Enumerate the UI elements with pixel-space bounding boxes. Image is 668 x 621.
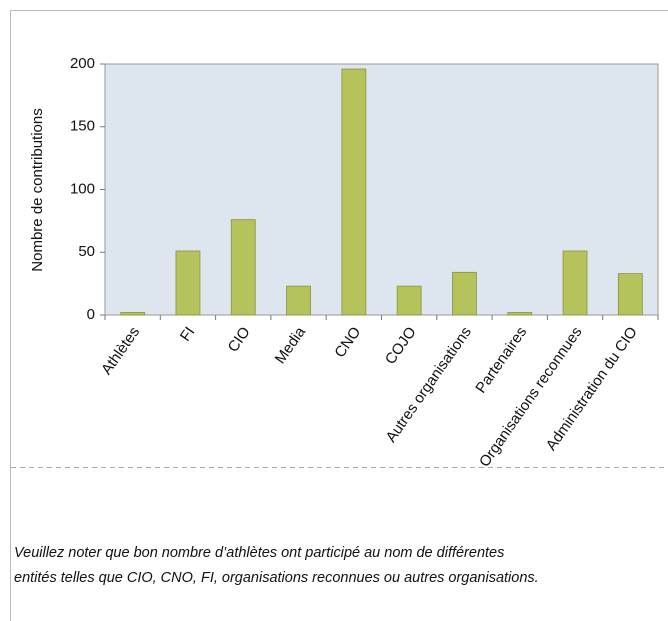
y-tick-label: 50 <box>78 243 95 260</box>
y-tick-label: 150 <box>70 118 95 135</box>
x-tick-label: Partenaires <box>472 324 530 397</box>
bar <box>175 250 201 316</box>
x-tick-label: COJO <box>382 324 420 368</box>
y-axis-label: Nombre de contributions <box>29 108 46 271</box>
x-tick-label: Organisations reconnues <box>476 324 586 470</box>
bar <box>230 219 256 316</box>
bar <box>452 271 477 316</box>
x-tick-label: Athlètes <box>98 324 143 378</box>
y-tick-label: 100 <box>70 180 95 197</box>
bar <box>562 250 588 316</box>
bar <box>341 68 367 316</box>
bar <box>120 312 146 316</box>
bar <box>507 312 533 316</box>
bar <box>396 285 422 316</box>
bar <box>617 273 643 316</box>
bar <box>286 285 311 316</box>
x-tick-label: CNO <box>331 324 364 361</box>
y-tick-label: 0 <box>87 306 95 323</box>
x-tick-label: Media <box>272 323 310 367</box>
y-tick-label: 200 <box>70 55 95 72</box>
note-line: Veuillez noter que bon nombre d’athlètes… <box>14 545 504 561</box>
x-tick-label: CIO <box>225 324 254 356</box>
x-tick-label: FI <box>177 324 199 345</box>
note-line: entités telles que CIO, CNO, FI, organis… <box>14 570 539 586</box>
